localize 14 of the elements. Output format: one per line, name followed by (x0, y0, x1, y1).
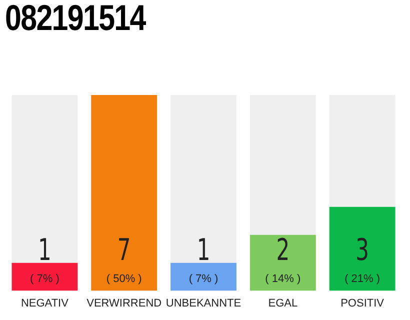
data-label: 3 ( 21% ) (344, 233, 380, 285)
x-tick-label: UNBEKANNTE (166, 297, 242, 310)
chart-title: 082191514 (5, 0, 146, 39)
bar (250, 234, 316, 291)
data-label: 1 ( 7% ) (30, 233, 60, 285)
x-tick-label: NEGATIV (20, 297, 70, 310)
x-tick-label: EGAL (268, 297, 298, 310)
bar (170, 262, 236, 291)
data-label: 2 ( 14% ) (265, 233, 301, 285)
data-label: 1 ( 7% ) (188, 233, 218, 285)
x-tick-label: VERWIRREND (86, 297, 162, 310)
bar (12, 262, 78, 291)
data-label: 7 ( 50% ) (106, 233, 142, 285)
x-tick-label: POSITIV (340, 297, 385, 310)
